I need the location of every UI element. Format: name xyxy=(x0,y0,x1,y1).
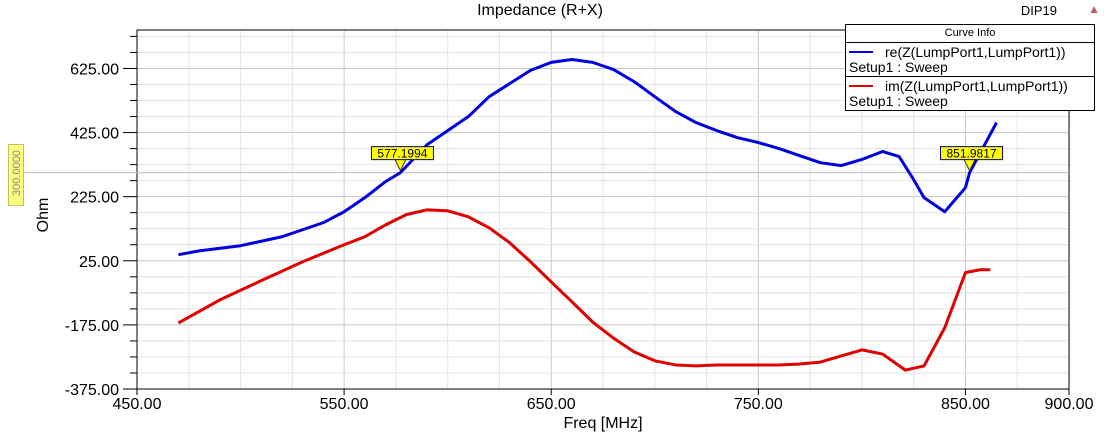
series-line-re xyxy=(178,57,998,257)
legend-entry-re[interactable]: re(Z(LumpPort1,LumpPort1)) Setup1 : Swee… xyxy=(846,43,1094,76)
x-tick-label: 650.00 xyxy=(527,396,576,413)
marker-label: 577.1994 xyxy=(377,147,427,161)
x-tick-label: 450.00 xyxy=(113,396,162,413)
warning-triangle-icon[interactable]: ▲ xyxy=(1088,2,1100,16)
x-tick-label: 750.00 xyxy=(734,396,783,413)
legend-entry-name: re(Z(LumpPort1,LumpPort1)) xyxy=(885,44,1066,60)
chart-title: Impedance (R+X) xyxy=(477,2,603,19)
y-tick-label: 625.00 xyxy=(70,61,119,78)
curve-info-legend[interactable]: Curve Info re(Z(LumpPort1,LumpPort1)) Se… xyxy=(845,24,1095,111)
x-tick-label: 850.00 xyxy=(941,396,990,413)
x-axis-label: Freq [MHz] xyxy=(563,415,642,432)
y-tick-label: 25.00 xyxy=(79,254,119,271)
y-tick-label: -175.00 xyxy=(65,318,119,335)
marker-box xyxy=(370,146,434,161)
marker-label: 851.9817 xyxy=(947,147,997,161)
y-axis-label: Ohm xyxy=(35,198,52,233)
legend-entry-name: im(Z(LumpPort1,LumpPort1)) xyxy=(885,78,1068,94)
y-tick-label: -375.00 xyxy=(65,382,119,399)
y-marker-label: 300.0000 xyxy=(8,144,24,206)
series-line-im xyxy=(177,208,991,372)
legend-swatch-re xyxy=(849,50,873,53)
plot-frame xyxy=(136,29,1070,390)
x-tick-label: 900.00 xyxy=(1045,396,1094,413)
legend-entry-setup: Setup1 : Sweep xyxy=(849,93,948,109)
legend-entry-im[interactable]: im(Z(LumpPort1,LumpPort1)) Setup1 : Swee… xyxy=(846,76,1094,110)
legend-swatch-im xyxy=(849,84,873,87)
x-tick-label: 550.00 xyxy=(320,396,369,413)
legend-entry-setup: Setup1 : Sweep xyxy=(849,59,948,75)
marker-box xyxy=(940,146,1004,161)
y-tick-label: 425.00 xyxy=(70,126,119,143)
legend-header: Curve Info xyxy=(846,25,1094,43)
y-tick-label: 225.00 xyxy=(70,190,119,207)
project-label: DIP19 xyxy=(1020,3,1057,18)
